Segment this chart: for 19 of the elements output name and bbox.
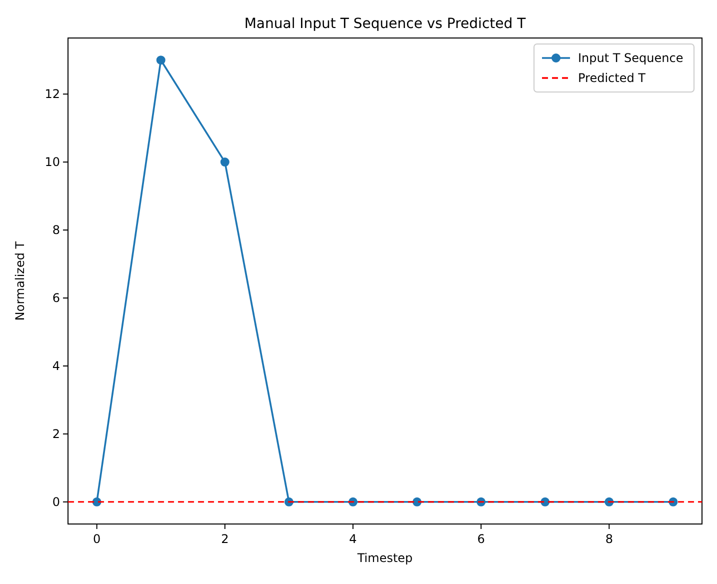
y-tick-label: 12	[44, 87, 60, 102]
x-tick-label: 2	[221, 532, 229, 546]
chart-title: Manual Input T Sequence vs Predicted T	[244, 16, 526, 32]
x-tick-label: 6	[477, 532, 485, 546]
y-tick-label: 8	[52, 223, 60, 238]
legend-label: Input T Sequence	[578, 51, 684, 65]
y-tick-label: 2	[52, 426, 60, 441]
x-tick-label: 0	[93, 532, 101, 546]
x-tick-label: 8	[605, 532, 613, 546]
y-tick-label: 6	[52, 290, 60, 305]
y-tick-label: 4	[52, 358, 60, 373]
x-axis-title: Timestep	[356, 551, 413, 565]
legend-label: Predicted T	[578, 71, 646, 85]
y-tick-label: 0	[52, 494, 60, 509]
y-axis-title: Normalized T	[13, 240, 27, 321]
point	[156, 56, 166, 65]
point	[220, 158, 230, 167]
x-tick-label: 4	[349, 532, 357, 546]
y-tick-label: 10	[44, 155, 60, 170]
